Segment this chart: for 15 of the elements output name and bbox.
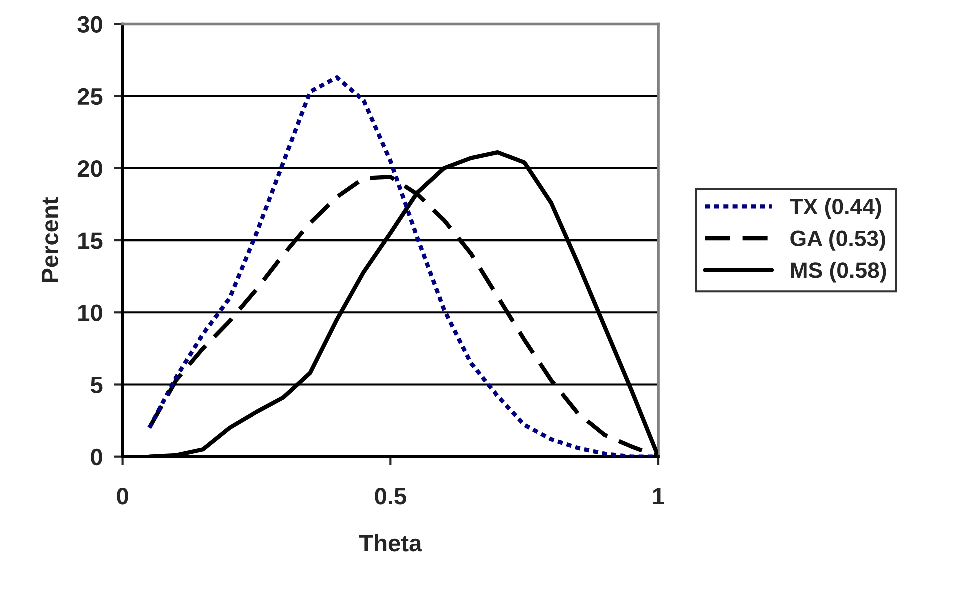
- legend-label: TX (0.44): [790, 198, 882, 220]
- y-tick-label: 0: [91, 448, 102, 466]
- y-tick-label: 20: [78, 160, 102, 178]
- y-tick-label: 25: [78, 88, 103, 106]
- x-axis-title: Theta: [359, 534, 422, 552]
- y-tick-label: 5: [90, 377, 103, 394]
- legend-label: GA (0.53): [790, 230, 886, 251]
- legend-label: MS (0.58): [791, 262, 886, 283]
- y-tick-label: 10: [78, 304, 102, 322]
- x-tick-label: 0.5: [375, 488, 406, 505]
- x-tick-label: 0: [117, 488, 128, 505]
- x-tick-label: 1: [653, 488, 664, 505]
- y-tick-label: 30: [78, 16, 102, 34]
- y-tick-label: 15: [78, 232, 103, 250]
- y-axis-title: Percent: [42, 198, 59, 282]
